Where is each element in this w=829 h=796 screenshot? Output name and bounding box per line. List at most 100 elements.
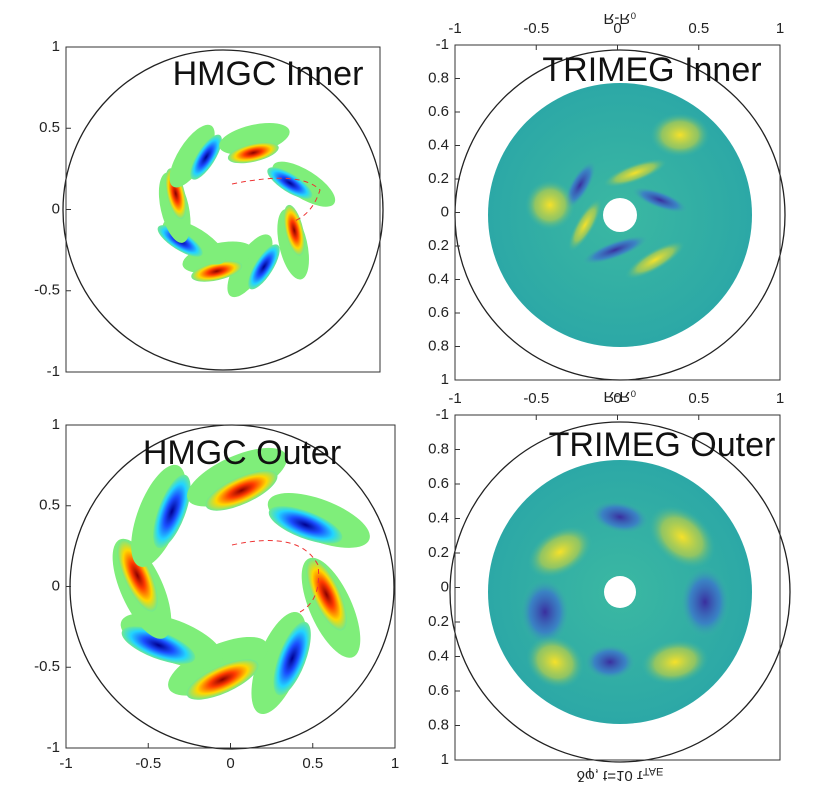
mode-blob (190, 134, 222, 180)
y-tick-label: 0.8 (428, 337, 449, 354)
y-tick-label: 1 (441, 371, 449, 388)
panel-axes: -1 -0.5 0 0.5 1 (34, 38, 381, 380)
y-tick-label: 0.2 (428, 170, 449, 187)
x-tick-label: 0.5 (302, 755, 323, 772)
panel-axes: -1 -0.5 0 0.5 1 -1 0.8 0.6 0.4 0.2 0 0.2 0.4 0.6 0.8 1 (428, 390, 784, 768)
y-tick-label: -0.5 (34, 658, 60, 675)
x-tick-label: 1 (391, 755, 399, 772)
y-tick-label: 0.4 (428, 509, 449, 526)
x-tick-label: 0 (613, 390, 621, 407)
axes: -1 -0.5 0 0.5 1 -1 -0.5 0 0.5 1 -1 0.8 0.6 0.4 0.2 0 0.2… (34, 20, 784, 772)
mode-blob (590, 500, 650, 534)
mode-blob (631, 186, 689, 214)
x-tick-label: 1 (776, 20, 784, 37)
y-tick-label: 0.6 (428, 682, 449, 699)
x-tick-label: 0 (613, 20, 621, 37)
y-tick-label: 1 (52, 38, 60, 55)
mode-blob (273, 621, 311, 696)
mode-blob (117, 539, 158, 612)
y-tick-label: 0.4 (428, 136, 449, 153)
mode-blob (187, 447, 288, 507)
mode-blob (527, 526, 593, 578)
caption: δφ, t=10 τTAE (577, 765, 664, 784)
panel-title: HMGC Outer (143, 434, 341, 472)
mode-blob (153, 474, 191, 549)
x-tick-label: 0.5 (688, 390, 709, 407)
y-tick-label: -1 (436, 36, 449, 53)
y-tick-label: 0.2 (428, 613, 449, 630)
y-tick-label: -1 (47, 739, 60, 756)
x-tick-label: -1 (448, 390, 461, 407)
mode-blob (581, 235, 649, 265)
mode-blob (191, 260, 243, 282)
x-tick-label: -1 (59, 755, 72, 772)
x-tick-label: 0 (226, 755, 234, 772)
mode-blob (121, 626, 196, 664)
y-tick-label: 0.4 (428, 647, 449, 664)
mode-blob (169, 124, 215, 188)
mode-blob (641, 639, 709, 685)
y-tick-label: 0.5 (39, 497, 60, 514)
mode-blob (625, 240, 685, 280)
boundary-circle (449, 421, 791, 763)
disk-hole (603, 198, 637, 232)
y-tick-label: 0 (52, 200, 60, 217)
x-tick-label: -0.5 (135, 755, 161, 772)
mode-blob (568, 198, 602, 252)
x-tick-label: 0.5 (688, 20, 709, 37)
axis-label: R-R₀ (604, 388, 637, 405)
y-tick-label: 0 (52, 577, 60, 594)
y-tick-label: 0.6 (428, 475, 449, 492)
y-tick-label: 0.6 (428, 304, 449, 321)
mode-blob (306, 558, 347, 631)
mode-blob (248, 244, 280, 290)
disk-hole (604, 576, 636, 608)
y-tick-label: 0.2 (428, 237, 449, 254)
x-tick-label: 1 (776, 390, 784, 407)
mode-blob (602, 158, 668, 188)
panel-title: HMGC Inner (173, 55, 364, 93)
axis-label: R-R₀ (604, 10, 637, 27)
mode-blob (205, 470, 278, 511)
mode-blob (186, 659, 259, 700)
mode-blob (650, 113, 710, 157)
mode-blob (168, 636, 269, 696)
panel-title: TRIMEG Inner (542, 51, 761, 89)
y-tick-label: 0.4 (428, 270, 449, 287)
panel-axes: -1 -0.5 0 0.5 1 -1 -0.5 0 0.5 1 (34, 416, 399, 772)
mode-blob (680, 566, 730, 638)
x-tick-label: -0.5 (523, 390, 549, 407)
y-tick-label: -0.5 (34, 282, 60, 299)
y-tick-label: 0.8 (428, 440, 449, 457)
mode-blob (520, 578, 570, 646)
y-tick-label: -1 (436, 406, 449, 423)
marker-curve (231, 540, 320, 613)
x-tick-label: -0.5 (523, 20, 549, 37)
y-tick-label: 0.8 (428, 716, 449, 733)
caption-subscript: TAE (643, 765, 664, 777)
mode-blob (283, 204, 305, 256)
y-tick-label: 0.8 (428, 69, 449, 86)
panel-axes: -1 -0.5 0 0.5 1 -1 0.8 0.6 0.4 0.2 0 0.2 0.4 0.6 0.8 1 (428, 20, 784, 388)
mode-blob (268, 506, 343, 544)
y-tick-label: -1 (47, 363, 60, 380)
mode-blob (267, 167, 313, 199)
mode-blob (648, 505, 716, 569)
axes-box (65, 46, 381, 373)
mode-blob (526, 635, 584, 689)
mode-blob (227, 142, 279, 164)
caption-text: δφ, t=10 τ (577, 767, 643, 784)
panel-title: TRIMEG Outer (549, 426, 776, 464)
y-tick-label: 1 (441, 751, 449, 768)
boundary-circle (62, 49, 384, 371)
mode-blob (525, 180, 575, 230)
y-tick-label: 0.5 (39, 119, 60, 136)
mode-blob (584, 644, 636, 680)
y-tick-label: 0.6 (428, 103, 449, 120)
y-tick-label: 1 (52, 416, 60, 433)
y-tick-label: 0 (441, 203, 449, 220)
y-tick-label: 0 (441, 578, 449, 595)
decoration (62, 49, 791, 763)
